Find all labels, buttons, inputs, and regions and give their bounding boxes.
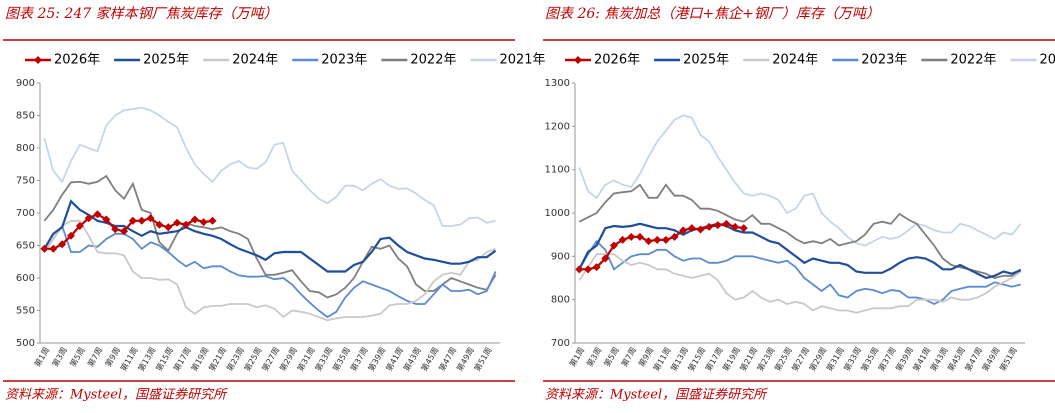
legend-marker bbox=[574, 56, 582, 64]
x-tick-label: 第5周 bbox=[602, 345, 621, 368]
series-line bbox=[578, 114, 1022, 247]
point-marker bbox=[627, 232, 636, 241]
y-tick-label: 700 bbox=[16, 208, 35, 219]
x-tick-label: 第51周 bbox=[472, 345, 494, 373]
point-marker bbox=[679, 226, 688, 235]
y-tick-label: 750 bbox=[16, 176, 35, 187]
point-marker bbox=[111, 225, 120, 234]
legend-label: 2022年 bbox=[410, 53, 456, 68]
point-marker bbox=[670, 232, 679, 241]
x-tick-label: 第9周 bbox=[636, 345, 655, 368]
point-marker bbox=[40, 244, 49, 253]
y-tick-label: 1200 bbox=[545, 121, 570, 132]
x-tick-label: 第51周 bbox=[997, 345, 1019, 373]
y-tick-label: 650 bbox=[16, 241, 35, 252]
series-line bbox=[578, 183, 1022, 279]
point-marker bbox=[731, 222, 740, 231]
point-marker bbox=[84, 214, 93, 223]
legend-label: 2021年 bbox=[1039, 53, 1055, 68]
chart-title: 图表 25: 247 家样本钢厂焦炭库存（万吨） bbox=[5, 6, 278, 22]
series-line bbox=[43, 199, 497, 273]
y-tick-label: 800 bbox=[551, 295, 570, 306]
point-marker bbox=[635, 232, 644, 241]
legend-label: 2025年 bbox=[683, 53, 729, 68]
y-tick-label: 1100 bbox=[545, 165, 570, 176]
x-tick-label: 第9周 bbox=[103, 345, 122, 368]
point-marker bbox=[155, 220, 164, 229]
legend-label: 2023年 bbox=[861, 53, 907, 68]
point-marker bbox=[601, 254, 610, 263]
point-marker bbox=[137, 216, 146, 225]
point-marker bbox=[713, 221, 722, 230]
point-marker bbox=[687, 224, 696, 233]
point-marker bbox=[181, 220, 190, 229]
x-tick-label: 第5周 bbox=[67, 345, 86, 368]
y-tick-label: 1300 bbox=[545, 78, 570, 89]
y-tick-label: 600 bbox=[16, 273, 35, 284]
y-tick-label: 550 bbox=[16, 306, 35, 317]
y-tick-label: 850 bbox=[16, 111, 35, 122]
series-line bbox=[578, 253, 1022, 314]
point-marker bbox=[128, 216, 137, 225]
point-marker bbox=[66, 231, 75, 240]
series-line bbox=[578, 222, 1022, 280]
point-marker bbox=[583, 265, 592, 274]
point-marker bbox=[58, 240, 67, 249]
point-marker bbox=[575, 265, 584, 274]
point-marker bbox=[609, 241, 618, 250]
point-marker bbox=[93, 210, 102, 219]
point-marker bbox=[75, 222, 84, 230]
point-marker bbox=[653, 235, 662, 244]
point-marker bbox=[618, 235, 627, 244]
x-tick-label: 第7周 bbox=[85, 345, 104, 368]
x-tick-label: 第7周 bbox=[619, 345, 638, 368]
point-marker bbox=[696, 225, 705, 234]
source: 资料来源：Mysteel，国盛证券研究所 bbox=[545, 387, 768, 403]
y-tick-label: 900 bbox=[551, 251, 570, 262]
y-tick-label: 500 bbox=[16, 338, 35, 349]
source: 资料来源：Mysteel，国盛证券研究所 bbox=[5, 387, 228, 403]
point-marker bbox=[644, 237, 653, 246]
point-marker bbox=[102, 215, 111, 224]
point-marker bbox=[120, 227, 129, 236]
legend-label: 2021年 bbox=[499, 53, 545, 68]
legend-label: 2025年 bbox=[143, 53, 189, 68]
series-line bbox=[43, 219, 496, 322]
point-marker bbox=[164, 223, 173, 232]
legend-label: 2026年 bbox=[54, 53, 100, 68]
y-tick-label: 1000 bbox=[545, 208, 570, 219]
point-marker bbox=[173, 218, 182, 227]
point-marker bbox=[739, 224, 748, 233]
series-line bbox=[43, 106, 496, 227]
y-tick-label: 700 bbox=[551, 338, 570, 349]
x-tick-label: 第3周 bbox=[584, 345, 603, 368]
series-line bbox=[44, 213, 213, 250]
legend-label: 2024年 bbox=[232, 53, 278, 68]
legend-label: 2023年 bbox=[321, 53, 367, 68]
chart-title: 图表 26: 焦炭加总（港口+焦企+钢厂）库存（万吨） bbox=[545, 6, 880, 22]
series-line bbox=[43, 174, 497, 299]
point-marker bbox=[722, 219, 731, 228]
point-marker bbox=[146, 214, 155, 223]
point-marker bbox=[199, 218, 208, 227]
legend-marker bbox=[34, 56, 42, 64]
x-tick-label: 第3周 bbox=[50, 345, 69, 368]
legend-label: 2024年 bbox=[772, 53, 818, 68]
point-marker bbox=[208, 216, 217, 225]
y-tick-label: 900 bbox=[16, 78, 35, 89]
y-tick-label: 800 bbox=[16, 143, 35, 154]
point-marker bbox=[592, 263, 601, 272]
legend-label: 2026年 bbox=[594, 53, 640, 68]
series-line bbox=[578, 239, 1021, 306]
point-marker bbox=[705, 222, 714, 231]
point-marker bbox=[49, 244, 58, 253]
series-line bbox=[43, 224, 497, 319]
point-marker bbox=[661, 235, 670, 244]
point-marker bbox=[190, 215, 199, 224]
legend-label: 2022年 bbox=[950, 53, 996, 68]
